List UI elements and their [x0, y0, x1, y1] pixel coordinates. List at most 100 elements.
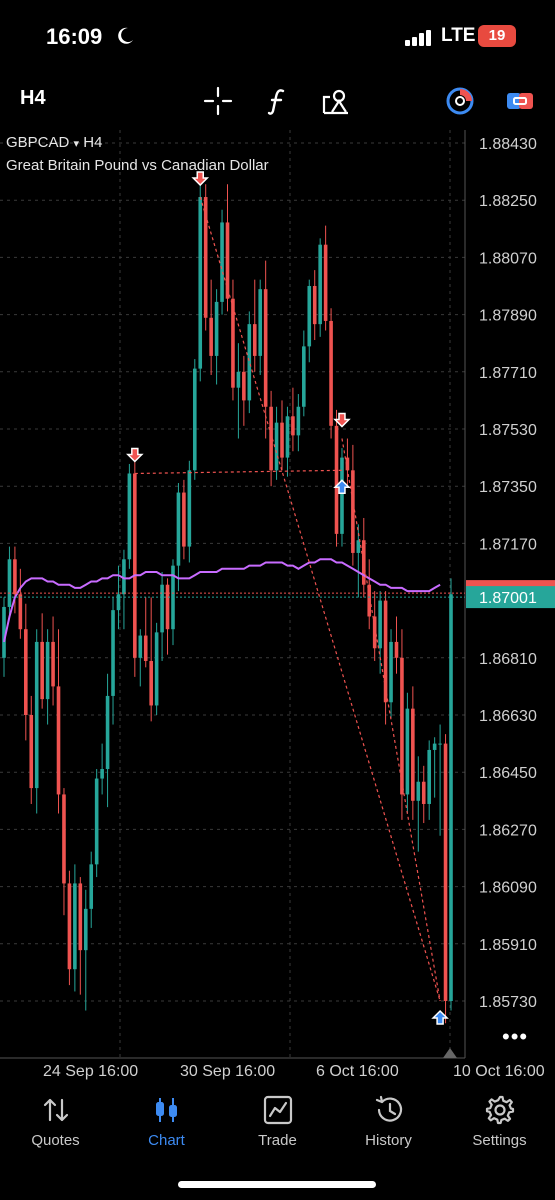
candle-body	[45, 641, 50, 700]
current-price-label: 1.87001	[479, 590, 537, 607]
candle-body	[416, 781, 421, 801]
candle-body	[389, 641, 393, 703]
candle-body	[116, 594, 121, 611]
y-tick-label: 1.87710	[479, 365, 537, 382]
candle-body	[438, 743, 442, 745]
indicators-icon[interactable]	[262, 85, 294, 117]
candle-body	[285, 416, 290, 458]
candle-body	[143, 635, 148, 661]
y-tick-label: 1.85910	[479, 937, 537, 954]
candle-body	[231, 298, 235, 388]
sell-arrow-icon	[333, 412, 351, 428]
candle-body	[318, 244, 322, 325]
candle-body	[24, 629, 28, 715]
chart-toolbar: H4	[0, 75, 555, 125]
chart-timeframe-label: H4	[83, 134, 103, 151]
x-tick-label: 10 Oct 16:00	[453, 1063, 545, 1080]
price-chart[interactable]: 1.88430 1.88250 1.88070 1.87890 1.87710 1.875…	[0, 130, 555, 1090]
candle-body	[427, 749, 431, 804]
candle-body	[329, 320, 333, 426]
timeframe-button[interactable]: H4	[20, 87, 46, 109]
candle-body	[138, 635, 143, 658]
y-tick-label: 1.87530	[479, 422, 537, 439]
battery-icon: 19	[478, 25, 516, 47]
symbol-description: Great Britain Pound vs Canadian Dollar	[6, 157, 269, 174]
moving-average-line	[3, 558, 441, 643]
tab-history[interactable]: History	[333, 1088, 444, 1168]
candle-body	[83, 908, 88, 951]
history-clock-icon	[375, 1095, 403, 1122]
y-tick-label: 1.86630	[479, 708, 537, 725]
buy-arrow-icon	[333, 479, 351, 495]
one-click-trading-icon[interactable]	[444, 85, 476, 117]
symbol-label: GBPCAD	[6, 134, 70, 151]
x-tick-label: 30 Sep 16:00	[180, 1063, 275, 1080]
candle-body	[73, 883, 77, 970]
candle-body	[29, 715, 34, 789]
y-tick-label: 1.86270	[479, 822, 537, 839]
crosshair-icon[interactable]	[202, 85, 234, 117]
y-tick-label: 1.87890	[479, 308, 537, 325]
candle-body	[105, 695, 110, 770]
candle-body	[67, 883, 72, 970]
candle-body	[111, 610, 115, 696]
candle-body	[356, 540, 361, 553]
candle-body	[361, 540, 366, 585]
tab-quotes[interactable]: Quotes	[0, 1088, 111, 1168]
candle-body	[122, 559, 126, 595]
tab-trade-label: Trade	[258, 1132, 297, 1149]
candle-body	[400, 657, 404, 795]
candles-icon	[156, 1098, 177, 1122]
x-tick-label: 6 Oct 16:00	[316, 1063, 399, 1080]
candle-body	[340, 457, 344, 534]
candle-body	[149, 660, 153, 706]
candle-body	[13, 559, 17, 595]
candle-body	[78, 883, 83, 951]
y-tick-label: 1.86090	[479, 880, 537, 897]
candle-body	[421, 781, 426, 804]
candle-body	[351, 470, 355, 553]
trade-toggle-icon[interactable]	[504, 85, 536, 117]
candle-body	[302, 346, 306, 407]
home-indicator	[178, 1181, 376, 1188]
candle-body	[94, 778, 99, 865]
candle-body	[209, 317, 213, 356]
current-price-tag	[466, 586, 555, 609]
candle-body	[334, 425, 339, 534]
trade-link-line	[199, 196, 441, 1002]
candle-body	[89, 864, 94, 909]
network-type: LTE	[441, 25, 476, 46]
trade-chart-icon	[263, 1095, 293, 1125]
more-options-icon[interactable]: •••	[502, 1024, 529, 1049]
sell-arrow-icon	[126, 447, 144, 463]
trade-link-line	[341, 438, 441, 1002]
chart-shift-icon	[443, 1048, 457, 1058]
tab-chart[interactable]: Chart	[111, 1088, 222, 1168]
candle-body	[198, 197, 203, 369]
candle-body	[7, 559, 12, 607]
objects-icon[interactable]	[320, 85, 352, 117]
sell-arrow-icon	[191, 171, 210, 187]
candle-body	[296, 406, 301, 436]
candle-body	[383, 600, 388, 703]
y-tick-label: 1.85730	[479, 994, 537, 1011]
candle-body	[258, 289, 263, 356]
candle-body	[449, 594, 453, 1001]
candle-body	[280, 422, 284, 458]
tab-settings-label: Settings	[472, 1132, 527, 1149]
tab-quotes-label: Quotes	[31, 1132, 80, 1149]
candle-body	[187, 470, 192, 547]
candle-body	[443, 743, 448, 1001]
y-tick-label: 1.88070	[479, 250, 537, 267]
y-tick-label: 1.86810	[479, 651, 537, 668]
tab-settings[interactable]: Settings	[444, 1088, 555, 1168]
candle-body	[203, 197, 208, 318]
tab-trade[interactable]: Trade	[222, 1088, 333, 1168]
candle-body	[192, 368, 197, 471]
candle-body	[345, 457, 350, 471]
candle-body	[154, 632, 159, 706]
candle-body	[165, 584, 170, 630]
candle-body	[432, 743, 437, 750]
candle-body	[160, 584, 164, 633]
tab-bar: Quotes Chart Trade History	[0, 1088, 555, 1200]
